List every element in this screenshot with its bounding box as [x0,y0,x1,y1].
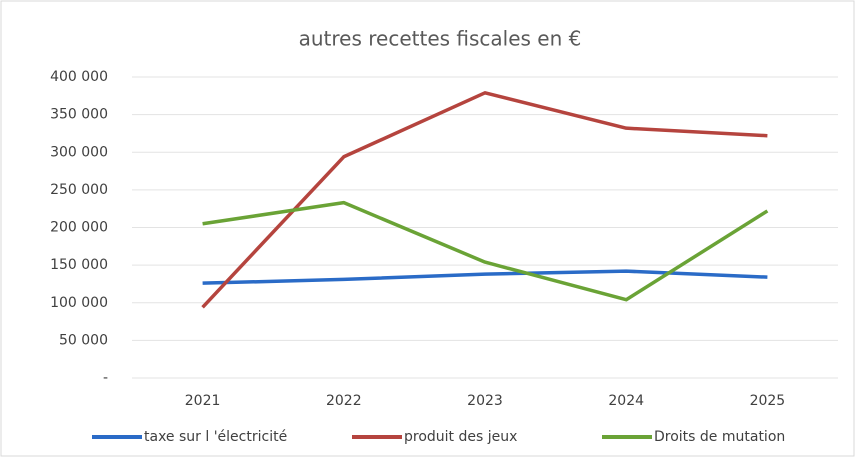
y-tick-label: 350 000 [50,107,108,123]
series-line [202,269,768,285]
y-tick-label: 150 000 [50,257,108,273]
y-tick-label: 300 000 [50,144,108,160]
y-tick-label: - [103,370,108,386]
y-tick-label: 100 000 [50,295,108,311]
legend-label: produit des jeux [404,429,517,445]
legend-label: taxe sur l 'électricité [144,429,287,445]
y-tick-label: 50 000 [59,332,108,348]
x-tick-label: 2023 [467,393,503,409]
y-tick-label: 250 000 [50,182,108,198]
legend-label: Droits de mutation [654,429,785,445]
x-tick-label: 2022 [326,393,362,409]
y-tick-label: 400 000 [50,69,108,85]
x-tick-label: 2024 [608,393,644,409]
x-tick-label: 2021 [185,393,221,409]
x-tick-label: 2025 [750,393,786,409]
chart-title: autres recettes fiscales en € [299,27,582,51]
series-line [201,91,768,309]
series-line [202,200,769,302]
y-tick-label: 200 000 [50,220,108,236]
